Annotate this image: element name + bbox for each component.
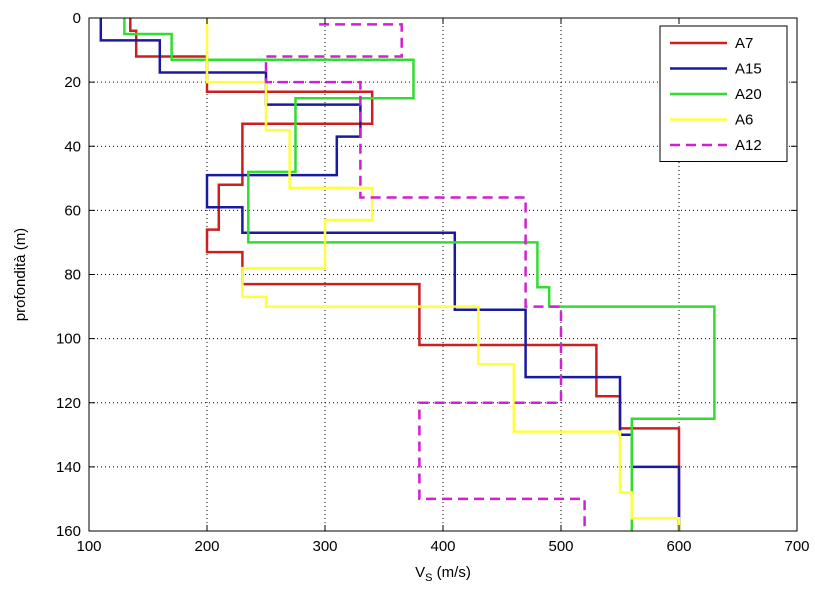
y-tick-label: 140 [56, 459, 81, 476]
legend: A7 A15 A20 A6 A12 [659, 25, 788, 162]
x-axis-label-unit: (m/s) [433, 564, 471, 581]
series-line-a12 [264, 23, 586, 531]
x-tick-label: 300 [312, 538, 337, 555]
y-tick-label: 120 [56, 395, 81, 412]
y-tick-label: 60 [64, 202, 81, 219]
series-line-a20 [123, 18, 716, 531]
ticks: 100 200 300 400 500 600 700 0 20 40 60 80 100 120 140 1… [56, 10, 810, 555]
y-tick-label: 0 [73, 10, 81, 27]
x-tick-label: 100 [76, 538, 101, 555]
x-tick-label: 500 [548, 538, 573, 555]
series-line-a6 [205, 18, 681, 531]
series-layer [99, 18, 716, 531]
y-tick-label: 40 [64, 138, 81, 155]
x-tick-label: 600 [666, 538, 691, 555]
grid [89, 18, 797, 531]
x-axis-label: VS (m/s) [415, 564, 471, 584]
x-tick-label: 200 [194, 538, 219, 555]
x-tick-label: 400 [430, 538, 455, 555]
legend-label-a7: A7 [735, 35, 753, 52]
x-axis-label-symbol: V [415, 564, 425, 581]
legend-label-a15: A15 [735, 61, 762, 78]
y-tick-label: 80 [64, 267, 81, 284]
y-tick-label: 20 [64, 74, 81, 91]
y-tick-label: 160 [56, 523, 81, 540]
y-tick-label: 100 [56, 331, 81, 348]
series-line-a7 [129, 18, 681, 531]
series-line-a15 [99, 18, 681, 531]
x-tick-label: 700 [784, 538, 809, 555]
legend-label-a20: A20 [735, 86, 762, 103]
legend-label-a12: A12 [735, 137, 762, 154]
x-axis-label-subscript: S [425, 572, 432, 584]
legend-label-a6: A6 [735, 112, 753, 129]
y-axis-label: profondità (m) [12, 228, 29, 321]
